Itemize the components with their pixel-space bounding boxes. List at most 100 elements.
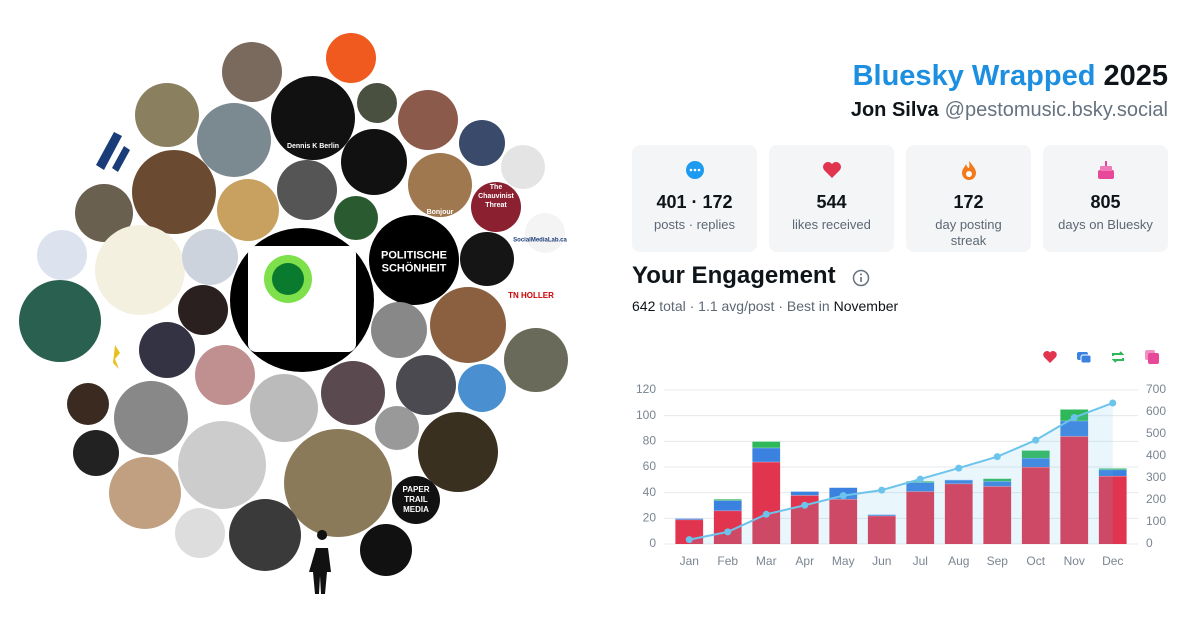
stat-value: 172 <box>953 192 984 212</box>
avatar[interactable] <box>222 42 282 102</box>
avatar[interactable] <box>334 196 378 240</box>
line-point <box>724 528 732 536</box>
avatar[interactable] <box>67 383 109 425</box>
legend-icon[interactable] <box>1145 350 1159 364</box>
info-icon[interactable] <box>852 269 870 287</box>
avatar[interactable] <box>37 230 87 280</box>
bar-segment <box>944 479 973 484</box>
avatar[interactable] <box>459 120 505 166</box>
header: Bluesky Wrapped 2025 Jon Silva @pestomusi… <box>851 56 1168 124</box>
avatar[interactable] <box>460 232 514 286</box>
user-handle[interactable]: @pestomusic.bsky.social <box>944 99 1168 121</box>
avatar[interactable] <box>178 285 228 335</box>
stat-icon <box>685 161 704 179</box>
avatar[interactable] <box>19 280 101 362</box>
y2-tick-label: 300 <box>1146 470 1166 484</box>
y-tick-label: 20 <box>643 511 657 525</box>
avatar[interactable] <box>217 179 279 241</box>
avatar[interactable] <box>471 182 521 232</box>
bar-segment <box>944 483 973 544</box>
avatar[interactable] <box>182 229 238 285</box>
avatar[interactable] <box>284 429 392 537</box>
y2-tick-label: 600 <box>1146 404 1166 418</box>
avatar[interactable] <box>229 499 301 571</box>
bar-segment <box>1021 467 1050 544</box>
avatar[interactable] <box>392 476 440 524</box>
avatar[interactable] <box>95 225 185 315</box>
avatar[interactable] <box>504 328 568 392</box>
avatar[interactable] <box>114 381 188 455</box>
avatar[interactable] <box>73 430 119 476</box>
avatar[interactable] <box>175 508 225 558</box>
user-name: Jon Silva <box>850 99 939 121</box>
avatar[interactable] <box>109 457 181 529</box>
legend-icon[interactable] <box>1077 352 1092 364</box>
x-tick-label: Dec <box>1102 554 1123 568</box>
avatar[interactable] <box>135 83 199 147</box>
bar-segment <box>983 486 1012 544</box>
avatar[interactable] <box>178 421 266 509</box>
avatar[interactable] <box>357 83 397 123</box>
avatar-collage: Dennis K Berlin Bonjour The Chauvinist Threa… <box>19 33 568 594</box>
avatar[interactable] <box>277 160 337 220</box>
avatar[interactable] <box>321 361 385 425</box>
avatar[interactable] <box>430 287 506 363</box>
avatar[interactable] <box>326 33 376 83</box>
line-point <box>1032 436 1040 444</box>
y-tick-label: 100 <box>636 408 656 422</box>
separator: · <box>778 298 784 314</box>
avatar-label: Bonjour <box>427 209 454 216</box>
y2-tick-label: 100 <box>1146 514 1166 528</box>
x-tick-label: Nov <box>1064 554 1085 568</box>
avatar[interactable] <box>132 150 216 234</box>
legend-icon[interactable] <box>1043 351 1057 363</box>
avatar[interactable] <box>396 355 456 415</box>
best-label: Best in <box>786 298 830 314</box>
avatar[interactable] <box>197 103 271 177</box>
total: 642 <box>632 298 656 314</box>
bar-segment <box>752 447 781 462</box>
line-point <box>878 486 886 494</box>
avatar[interactable] <box>195 345 255 405</box>
avatar[interactable] <box>360 524 412 576</box>
avatar[interactable] <box>139 322 195 378</box>
bar-segment <box>1060 420 1089 437</box>
line-point <box>839 492 847 500</box>
stat-card: 401 · 172 posts · replies <box>632 145 757 252</box>
stat-card: 544 likes received <box>769 145 894 252</box>
legend-icon[interactable] <box>1111 351 1125 363</box>
avatar[interactable] <box>525 213 565 253</box>
avatar[interactable] <box>501 145 545 189</box>
avatar[interactable] <box>75 184 133 242</box>
avatar[interactable] <box>375 406 419 450</box>
avatar[interactable] <box>341 129 407 195</box>
bar-segment <box>906 491 935 544</box>
x-tick-label: Mar <box>756 554 777 568</box>
line-point <box>1070 414 1078 421</box>
average: 1.1 avg/post <box>698 298 775 314</box>
bar-segment <box>829 499 858 544</box>
bar-segment <box>675 518 704 520</box>
engagement-chart: 0 20 40 60 80 100 120 0 100 200 300 400 500 600 700 Jan… <box>636 350 1166 568</box>
avatar[interactable] <box>371 302 427 358</box>
avatar[interactable] <box>250 374 318 442</box>
logo-icon <box>96 132 130 172</box>
avatar[interactable] <box>369 215 459 305</box>
avatar[interactable] <box>458 364 506 412</box>
avatar[interactable] <box>398 90 458 150</box>
stat-cards: 401 · 172 posts · replies 544 likes receive… <box>632 145 1168 252</box>
avatar[interactable] <box>418 412 498 492</box>
avatar[interactable] <box>271 76 355 160</box>
avatar-label: POLITISCHE SCHÖNHEIT <box>381 249 447 274</box>
avatar[interactable] <box>408 153 472 217</box>
x-tick-label: Aug <box>948 554 969 568</box>
y-tick-label: 60 <box>643 459 657 473</box>
bar-segment <box>752 441 781 448</box>
avatar[interactable] <box>509 274 553 318</box>
line-point <box>762 510 770 518</box>
figure-icon <box>309 530 331 594</box>
user: Jon Silva @pestomusic.bsky.social <box>851 96 1168 124</box>
stat-card: 805 days on Bluesky <box>1043 145 1168 252</box>
stat-value: 544 <box>816 192 847 212</box>
separator: · <box>689 298 695 314</box>
